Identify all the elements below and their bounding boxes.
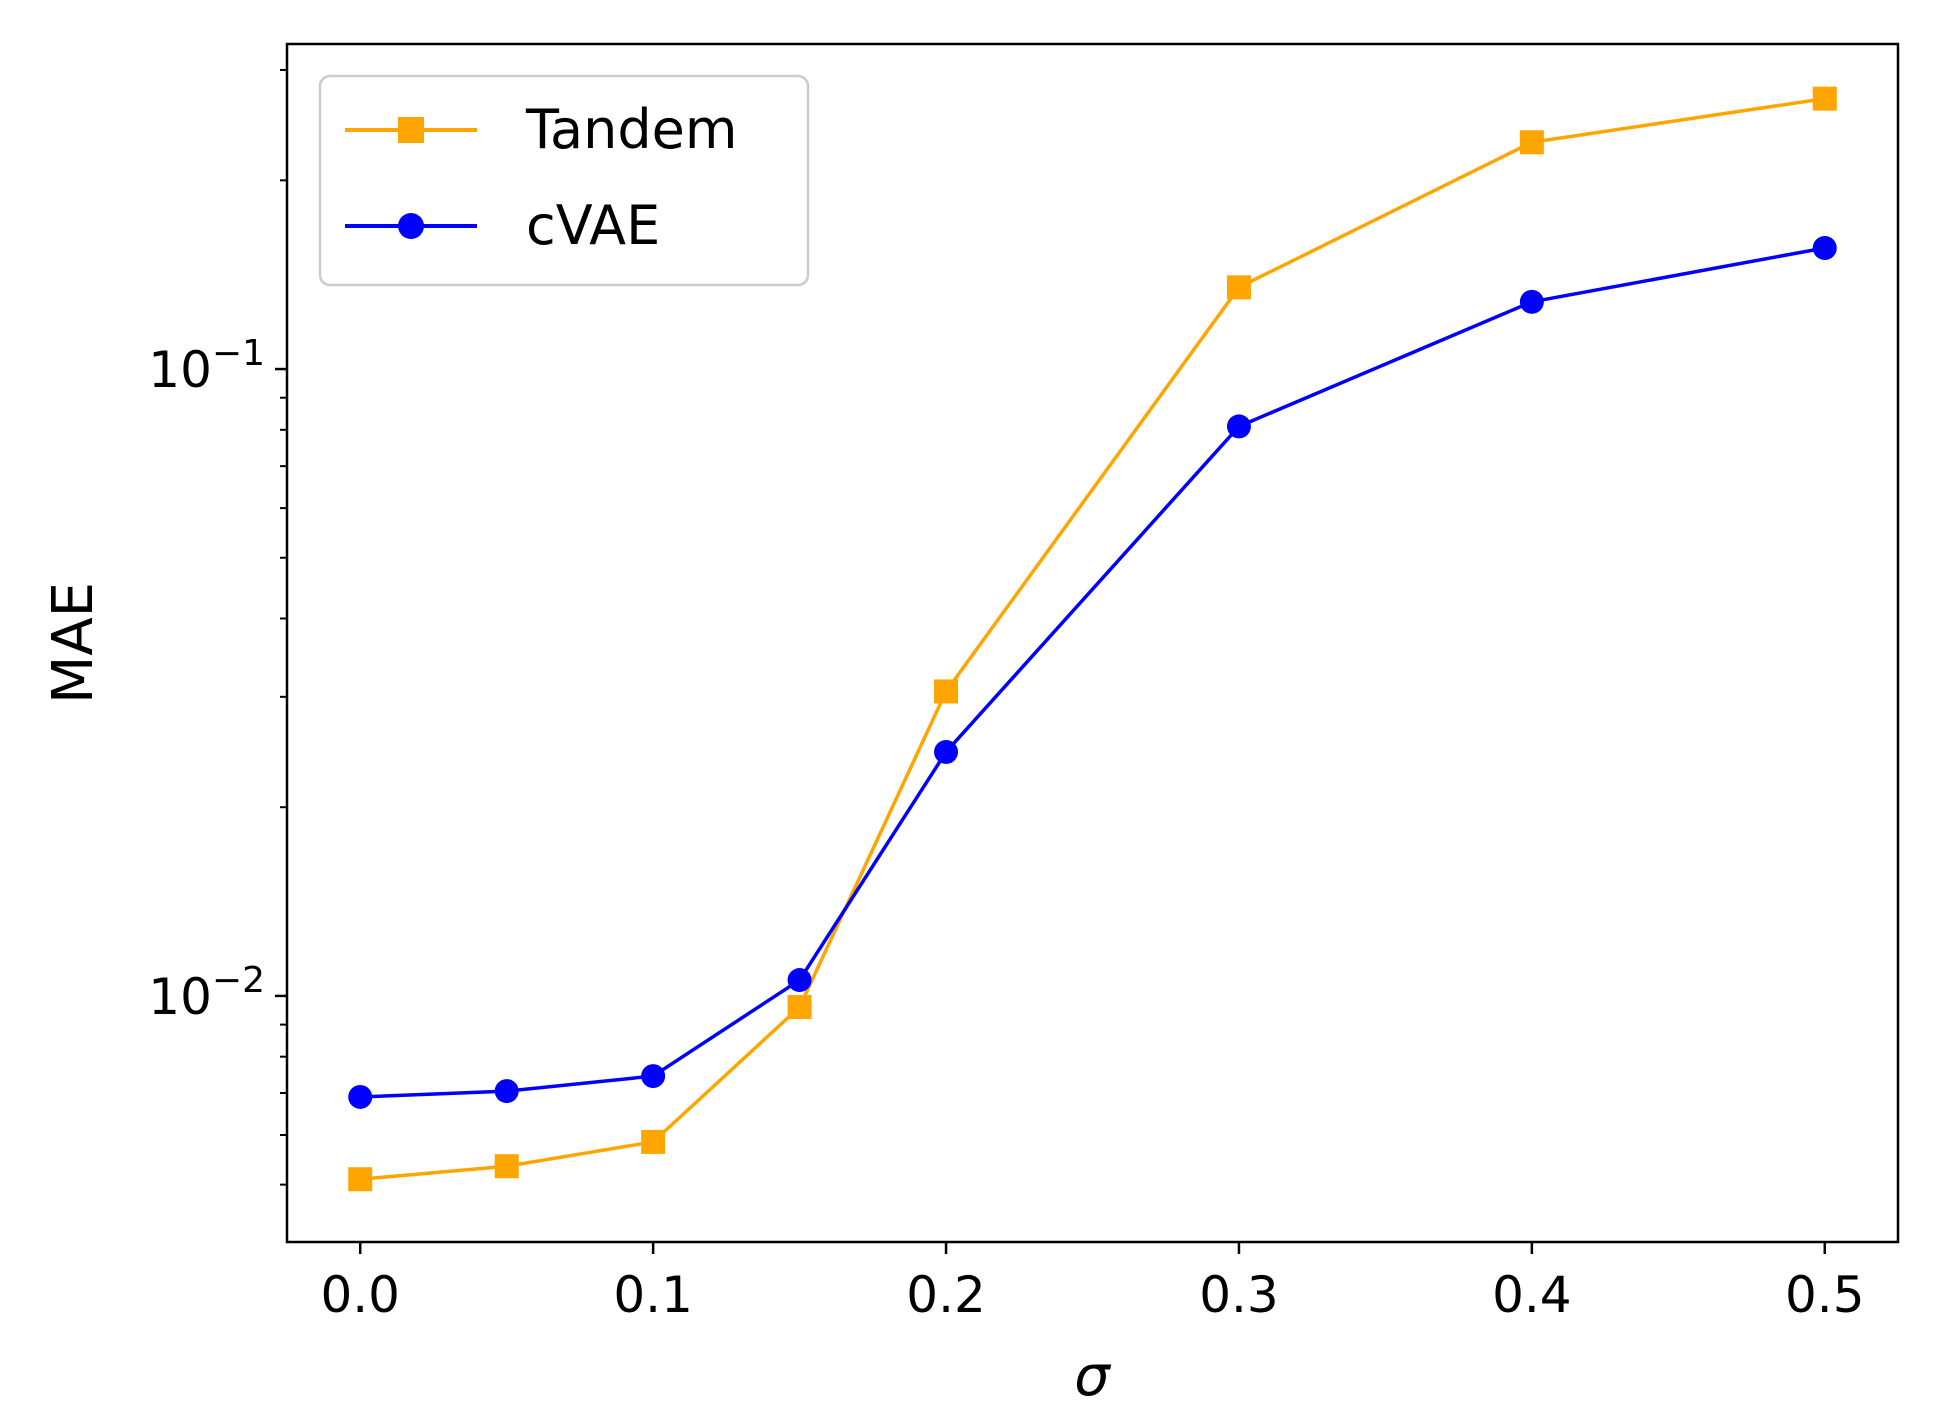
y-tick-exponent: −2 bbox=[212, 960, 265, 1001]
data-point-tandem bbox=[1812, 86, 1837, 111]
data-point-cvae bbox=[1812, 235, 1837, 260]
series-layer bbox=[348, 86, 1837, 1192]
x-tick-label: 0.0 bbox=[320, 1266, 400, 1324]
data-point-tandem bbox=[1226, 275, 1251, 300]
y-tick-exponent: −1 bbox=[212, 333, 265, 374]
legend: Tandem cVAE bbox=[318, 74, 810, 287]
data-point-cvae bbox=[934, 739, 959, 764]
y-axis-label: MAE bbox=[41, 582, 106, 704]
data-point-tandem bbox=[787, 995, 812, 1020]
series-line-cvae bbox=[360, 246, 1826, 1099]
data-point-tandem bbox=[1519, 130, 1544, 155]
x-tick-label: 0.2 bbox=[906, 1266, 986, 1324]
data-point-tandem bbox=[348, 1167, 373, 1192]
x-tick-label: 0.5 bbox=[1785, 1266, 1865, 1324]
y-tick-base: 10 bbox=[148, 341, 212, 399]
data-point-cvae bbox=[641, 1064, 666, 1089]
y-tick-label: 10−1 bbox=[148, 333, 265, 399]
data-point-cvae bbox=[494, 1079, 519, 1104]
x-tick-label: 0.3 bbox=[1199, 1266, 1279, 1324]
x-tick-label: 0.1 bbox=[613, 1266, 693, 1324]
data-point-cvae bbox=[348, 1084, 373, 1109]
x-axis-ticks: 0.0 0.1 0.2 0.3 0.4 0.5 bbox=[320, 1242, 1865, 1324]
x-axis-label: σ bbox=[1074, 1344, 1111, 1409]
y-tick-label: 10−2 bbox=[148, 960, 265, 1026]
legend-marker-tandem bbox=[398, 117, 424, 143]
legend-label-tandem: Tandem bbox=[525, 98, 737, 161]
y-tick-base: 10 bbox=[148, 968, 212, 1026]
data-point-cvae bbox=[787, 968, 812, 993]
legend-label-cvae: cVAE bbox=[526, 194, 660, 257]
data-point-tandem bbox=[641, 1129, 666, 1154]
data-point-cvae bbox=[1519, 289, 1544, 314]
data-point-cvae bbox=[1226, 414, 1251, 439]
data-point-tandem bbox=[494, 1154, 519, 1179]
series-line-tandem bbox=[360, 96, 1826, 1181]
legend-marker-cvae bbox=[398, 213, 424, 239]
data-point-tandem bbox=[934, 679, 959, 704]
y-major-ticks: 10−110−2 bbox=[148, 333, 287, 1026]
plot-frame bbox=[285, 42, 1900, 1244]
x-tick-label: 0.4 bbox=[1492, 1266, 1572, 1324]
